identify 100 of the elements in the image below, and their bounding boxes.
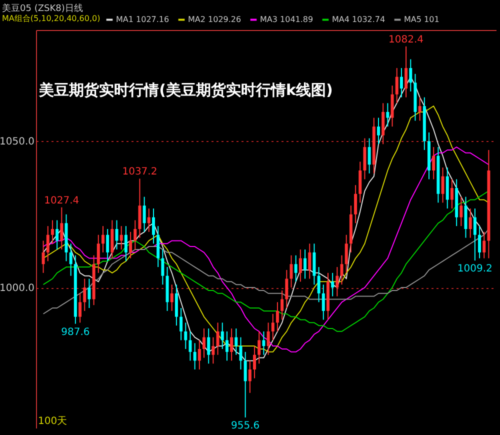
candlestick (115, 220, 118, 250)
candlestick (120, 226, 123, 250)
candlestick (404, 46, 408, 98)
legend-label: MA4 1032.74 (332, 14, 386, 24)
candlestick (134, 220, 137, 250)
candlestick (220, 322, 224, 350)
candlestick (382, 102, 385, 145)
candlestick (446, 167, 449, 210)
candlestick (202, 328, 206, 358)
candlestick (69, 243, 72, 276)
candlestick (280, 290, 284, 320)
candlestick (368, 138, 371, 174)
candlestick (207, 328, 210, 364)
candlestick (156, 226, 160, 268)
candlestick (248, 360, 252, 394)
legend-label: MA1 1027.16 (116, 14, 170, 24)
candlestick (294, 254, 298, 282)
candlestick (285, 269, 288, 309)
candlestick (152, 208, 155, 244)
candlestick (308, 243, 312, 280)
candlestick (363, 138, 366, 180)
candlestick (216, 322, 220, 356)
candlestick (42, 240, 45, 274)
candlestick (56, 220, 59, 250)
candlestick (253, 346, 256, 379)
candlestick (78, 292, 82, 324)
candlestick (409, 58, 412, 92)
candlestick (106, 228, 110, 262)
candlestick (400, 68, 403, 98)
legend-label: MA5 101 (404, 14, 440, 24)
annotation: 1037.2 (122, 166, 158, 178)
candlestick (60, 206, 64, 250)
candlestick (386, 102, 390, 128)
candlestick (276, 302, 279, 332)
candlestick (198, 340, 201, 370)
candlestick (304, 248, 307, 280)
legend-label: MA2 1029.26 (188, 14, 242, 24)
candlestick (464, 196, 468, 238)
candlestick (418, 96, 422, 122)
candlestick (142, 196, 146, 232)
legend-label: MA3 1041.89 (260, 14, 314, 24)
annotation: 1027.4 (44, 195, 80, 206)
candlestick (331, 272, 334, 297)
candlestick (88, 278, 91, 309)
candlestick (266, 322, 270, 356)
annotation: 1082.4 (388, 34, 424, 46)
candlestick (212, 336, 215, 364)
candlestick (188, 330, 192, 362)
legend-title: MA组合(5,10,20,40,60,0) (2, 14, 100, 23)
candlestick (46, 226, 50, 262)
candlestick (336, 266, 339, 297)
y-tick-label: 1050.0 (0, 136, 34, 148)
candlestick (83, 278, 86, 312)
candlestick (101, 226, 104, 253)
candlestick (174, 284, 178, 326)
chart-title: 美豆05 (ZSK8)日线 (2, 3, 83, 14)
candlestick (460, 196, 463, 227)
annotation: 1009.2 (457, 264, 492, 275)
candlestick (390, 85, 394, 128)
candlestick (262, 330, 266, 356)
candlestick (138, 178, 142, 238)
candlestick (340, 254, 344, 286)
candlestick (129, 231, 132, 259)
candlestick (441, 167, 444, 204)
candlestick (258, 330, 261, 364)
candlestick (50, 220, 54, 244)
candlestick (234, 328, 238, 356)
candlestick (161, 248, 164, 286)
candlestick (96, 234, 100, 274)
candlestick (244, 351, 247, 418)
candlestick (395, 68, 398, 104)
line-series (42, 146, 490, 352)
candlestick (377, 117, 380, 145)
candlestick (312, 243, 316, 286)
candlestick (354, 184, 358, 224)
candlestick (271, 313, 274, 341)
candlestick (468, 208, 472, 238)
candlestick (239, 336, 242, 370)
candlestick (180, 308, 183, 341)
candlestick (317, 266, 320, 303)
annotation: 987.6 (61, 326, 90, 338)
candlestick (322, 284, 325, 320)
candlestick (193, 342, 196, 370)
candlestick (298, 248, 302, 282)
candlestick (147, 208, 150, 232)
candlestick (170, 284, 174, 312)
candlestick (225, 330, 228, 362)
candlestick (358, 161, 362, 204)
candlestick (124, 226, 128, 262)
y-tick-label: 1000.0 (0, 283, 34, 294)
candlestick (482, 231, 486, 259)
candlestick (344, 234, 348, 274)
annotation: 955.6 (231, 420, 260, 432)
candlestick (478, 226, 482, 259)
candlestick (432, 146, 436, 180)
candlestick (230, 328, 234, 362)
annotation: 美豆期货实时行情(美豆期货实时行情k线图) (38, 81, 333, 99)
candlestick (110, 220, 114, 259)
line-series (42, 228, 490, 314)
candlestick (290, 254, 293, 288)
